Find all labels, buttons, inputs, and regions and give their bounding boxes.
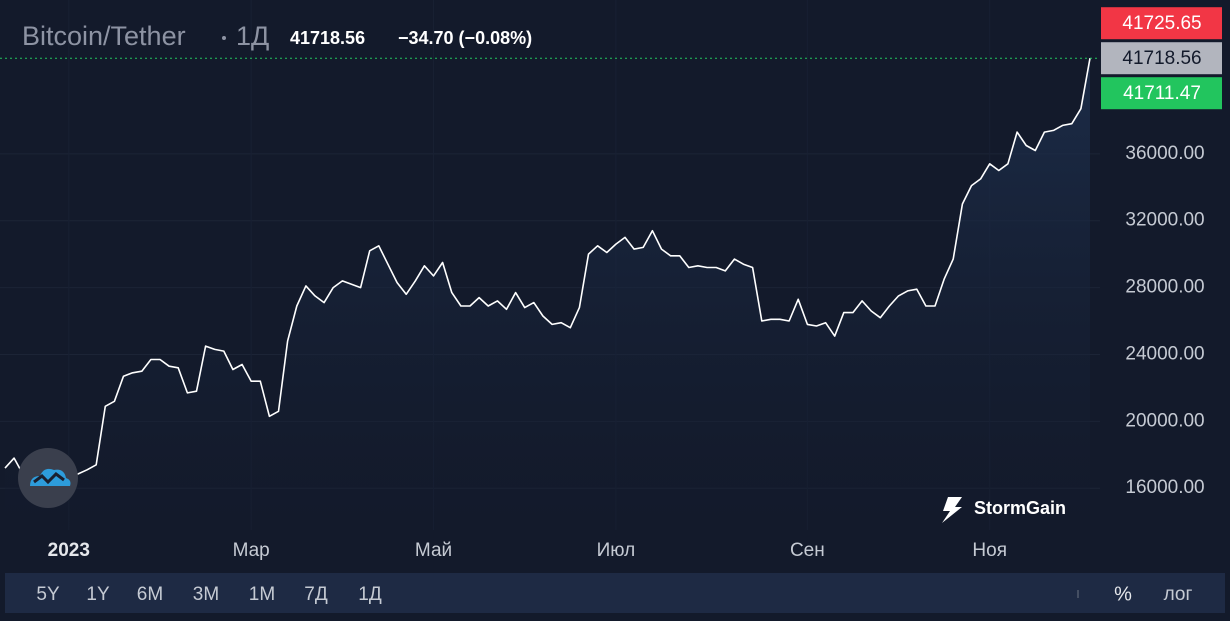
logo-wave: [33, 472, 65, 485]
area-fill: [5, 58, 1090, 530]
bid-price-badge: [1101, 77, 1222, 110]
ask-price-badge: [1101, 7, 1222, 40]
last-price-label: 41718.56: [1122, 48, 1201, 69]
logo-cloud: [30, 468, 71, 486]
symbol-title: Bitcoin/Tether: [22, 21, 186, 51]
range-button[interactable]: 1Y: [86, 584, 110, 605]
x-tick-label: Ноя: [972, 540, 1007, 561]
bid-price-label: 41711.47: [1123, 83, 1201, 104]
x-tick-label: Сен: [790, 540, 825, 561]
x-tick-label: 2023: [48, 540, 90, 561]
y-tick-label: 36000.00: [1125, 143, 1204, 164]
x-tick-label: Июл: [597, 540, 636, 561]
percent-toggle[interactable]: %: [1114, 583, 1132, 605]
range-button[interactable]: 1M: [249, 584, 275, 605]
price: 41718.56: [290, 28, 365, 48]
brand-icon: [942, 497, 962, 523]
y-tick-label: 16000.00: [1125, 477, 1204, 498]
range-button[interactable]: 5Y: [36, 584, 60, 605]
range-button[interactable]: 1Д: [358, 584, 382, 605]
last-price-badge: [1101, 42, 1222, 75]
y-tick-label: 32000.00: [1125, 210, 1204, 231]
brand: StormGain: [974, 498, 1066, 518]
y-tick-label: 28000.00: [1125, 277, 1204, 298]
ask-price-label: 41725.65: [1122, 13, 1201, 34]
log-toggle[interactable]: лог: [1164, 584, 1193, 605]
toolbar: [5, 573, 1225, 613]
separator-dot: [222, 36, 226, 40]
x-tick-label: Май: [415, 540, 452, 561]
price-line: [4, 58, 1091, 479]
range-button[interactable]: 3M: [193, 584, 219, 605]
y-tick-label: 24000.00: [1125, 343, 1204, 364]
change: −34.70 (−0.08%): [398, 28, 532, 48]
y-tick-label: 20000.00: [1125, 410, 1204, 431]
interval: 1Д: [236, 21, 269, 51]
range-button[interactable]: 6M: [137, 584, 163, 605]
x-tick-label: Мар: [233, 540, 270, 561]
range-button[interactable]: 7Д: [304, 584, 328, 605]
